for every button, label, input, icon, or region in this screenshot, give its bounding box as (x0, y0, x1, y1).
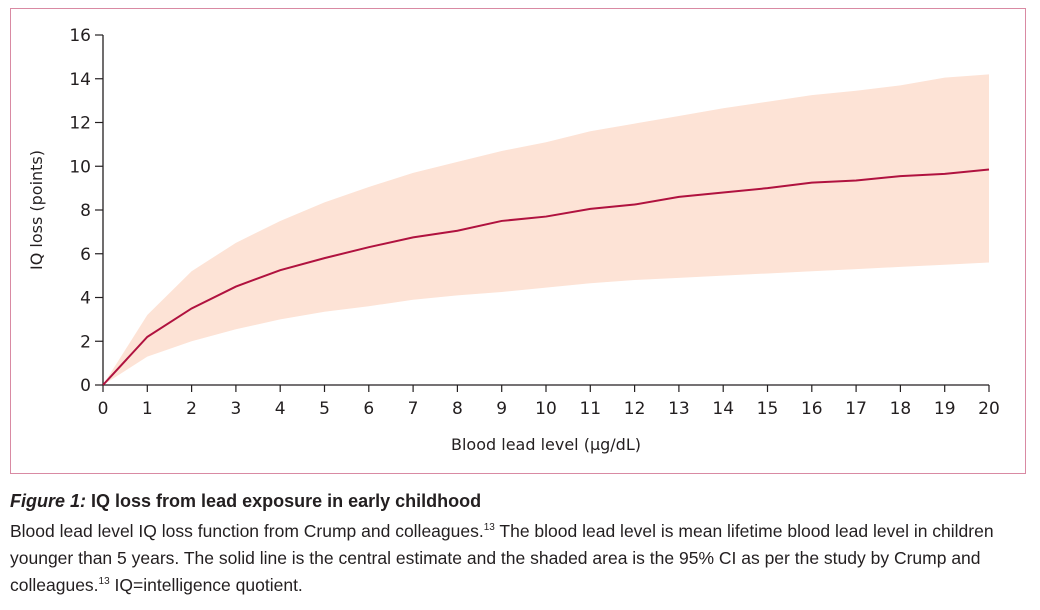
x-tick-label: 10 (535, 399, 557, 419)
x-tick-label: 19 (934, 399, 956, 419)
y-tick-label: 4 (80, 289, 91, 309)
x-tick-label: 2 (186, 399, 197, 419)
caption-title: Figure 1: IQ loss from lead exposure in … (10, 488, 1034, 514)
caption-body-part2: The blood lead level is mean lifetime bl… (10, 521, 994, 595)
x-tick-label: 5 (319, 399, 330, 419)
x-tick-label: 11 (579, 399, 601, 419)
x-axis-title: Blood lead level (µg/dL) (451, 435, 641, 454)
data-points (102, 169, 990, 386)
x-tick-label: 18 (890, 399, 912, 419)
figure-label: Figure 1: (10, 491, 87, 511)
x-axis-ticks: 0 1 2 3 4 5 6 7 8 9 10 11 12 13 14 15 16 17 18 19 20 (98, 385, 1000, 419)
reference-superscript: 13 (98, 576, 110, 588)
x-tick-label: 15 (757, 399, 779, 419)
caption-body: Blood lead level IQ loss function from C… (10, 518, 1034, 599)
reference-superscript: 13 (483, 522, 495, 534)
caption-body-part3: IQ=intelligence quotient. (109, 575, 303, 595)
x-tick-label: 6 (363, 399, 374, 419)
y-tick-label: 8 (80, 201, 91, 221)
y-tick-label: 0 (80, 376, 91, 396)
y-tick-label: 12 (69, 114, 91, 134)
x-tick-label: 14 (712, 399, 734, 419)
x-tick-label: 3 (230, 399, 241, 419)
caption-title-text: IQ loss from lead exposure in early chil… (91, 491, 482, 511)
x-tick-label: 7 (408, 399, 419, 419)
x-tick-label: 0 (98, 399, 109, 419)
y-tick-label: 14 (69, 70, 91, 90)
x-tick-label: 16 (801, 399, 823, 419)
chart-frame (10, 8, 1026, 474)
confidence-interval-band (103, 74, 989, 385)
y-tick-label: 6 (80, 245, 91, 265)
y-axis-ticks: 0 2 4 6 8 10 12 14 16 (69, 26, 103, 396)
x-tick-label: 8 (452, 399, 463, 419)
figure-caption: Figure 1: IQ loss from lead exposure in … (10, 488, 1034, 599)
x-tick-label: 9 (496, 399, 507, 419)
y-tick-label: 16 (69, 26, 91, 46)
x-tick-label: 4 (275, 399, 286, 419)
caption-body-part1: Blood lead level IQ loss function from C… (10, 521, 484, 541)
y-tick-label: 2 (80, 332, 91, 352)
y-axis-title: IQ loss (points) (27, 150, 46, 270)
x-tick-label: 13 (668, 399, 690, 419)
iq-loss-chart: 0 1 2 3 4 5 6 7 8 9 10 11 12 13 14 15 16 17 18 19 20 0246810… (27, 26, 1000, 454)
x-tick-label: 12 (624, 399, 646, 419)
x-tick-label: 1 (142, 399, 153, 419)
y-tick-label: 10 (69, 157, 91, 177)
x-tick-label: 17 (845, 399, 867, 419)
x-tick-label: 20 (978, 399, 1000, 419)
